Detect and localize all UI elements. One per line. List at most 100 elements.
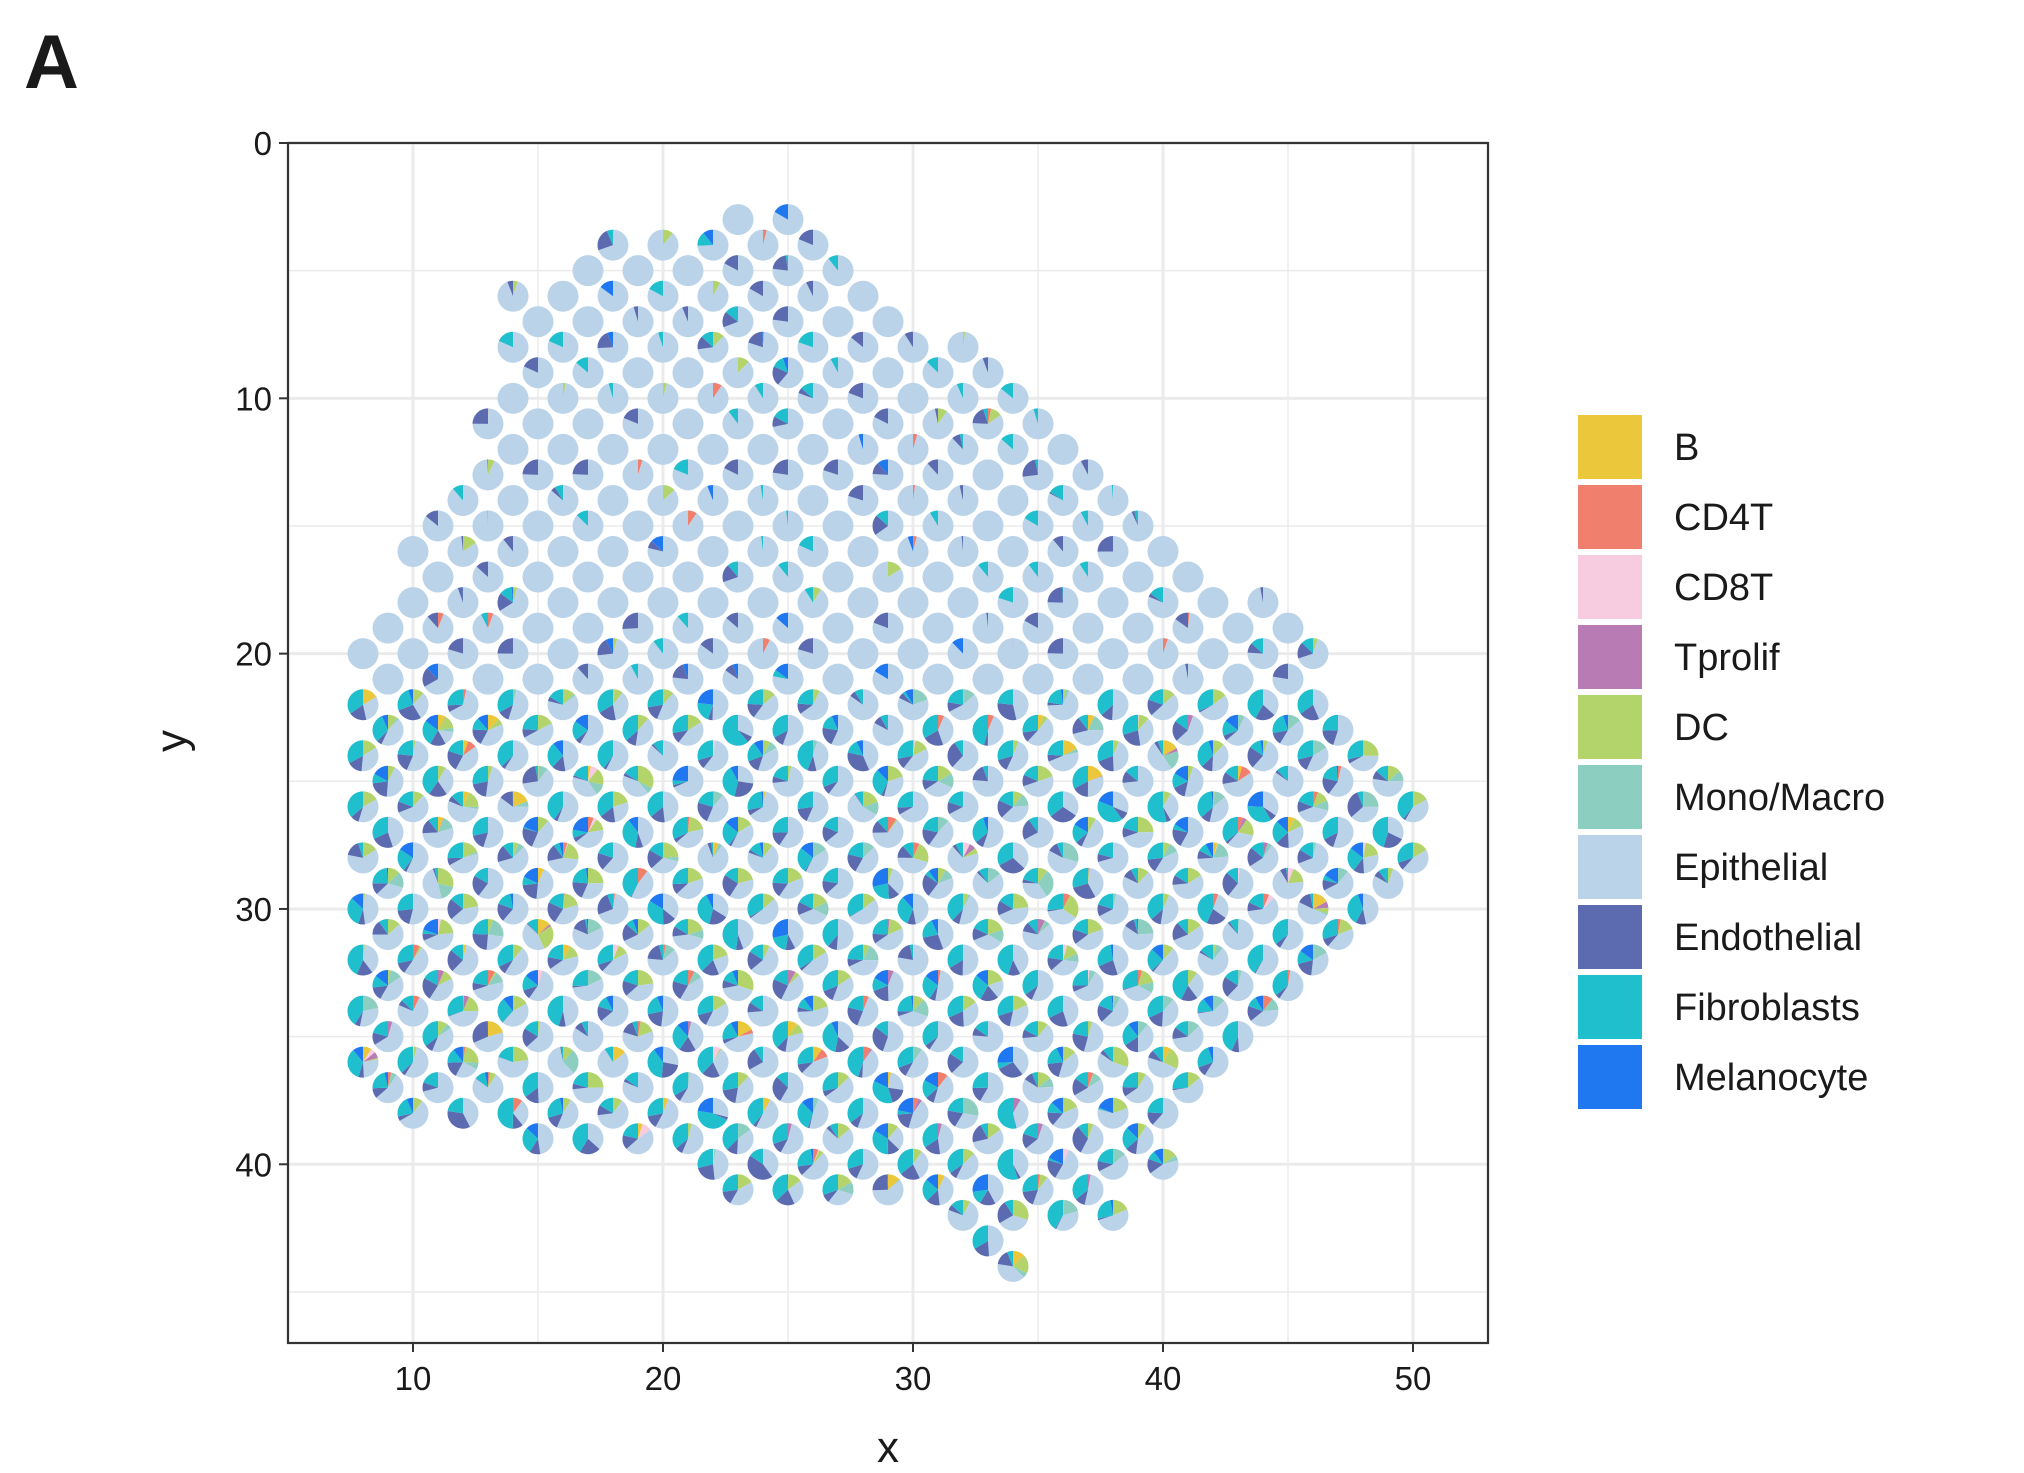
pie-slice: [972, 1189, 988, 1204]
pie-slice: [697, 843, 729, 874]
spot-pie: [447, 740, 479, 772]
pie-slice: [663, 382, 668, 399]
spot-pie: [1122, 765, 1154, 797]
pie-slice: [1088, 816, 1096, 833]
pie-slice: [647, 229, 679, 261]
pie-slice: [572, 868, 588, 884]
pie-slice: [1213, 944, 1223, 961]
spot-pie: [697, 1046, 729, 1078]
pie-slice: [1138, 1021, 1148, 1037]
spot-pie: [1022, 663, 1054, 695]
pie-slice: [388, 970, 401, 986]
pie-slice: [1247, 643, 1263, 654]
spot-pie: [997, 1148, 1029, 1180]
pie-slice: [372, 921, 388, 935]
spot-pie: [1272, 970, 1304, 1002]
pie-slice: [552, 755, 566, 772]
spot-pie: [847, 536, 879, 568]
pie-slice: [727, 561, 738, 578]
pie-slice: [1288, 868, 1304, 884]
spot-pie: [697, 433, 729, 465]
pie-slice: [1113, 1148, 1125, 1165]
spot-pie: [722, 765, 754, 797]
pie-slice: [1038, 1123, 1043, 1139]
pie-slice: [522, 1028, 538, 1048]
pie-slice: [903, 748, 929, 772]
pie-slice: [1413, 842, 1427, 858]
pie-slice: [897, 1113, 913, 1129]
pie-slice: [858, 1062, 863, 1078]
spot-pie: [897, 536, 929, 568]
pie-slice: [1147, 1158, 1163, 1174]
spot-pie: [547, 791, 579, 823]
pie-slice: [599, 704, 616, 721]
spot-pie: [722, 612, 754, 644]
pie-slice: [1031, 1072, 1038, 1088]
pie-slice: [447, 536, 479, 568]
pie-slice: [822, 1128, 854, 1155]
pie-slice: [372, 716, 388, 742]
pie-slice: [972, 714, 988, 746]
pie-slice: [463, 996, 479, 1012]
pie-slice: [1299, 893, 1313, 909]
pie-slice: [1263, 893, 1270, 909]
pie-slice: [1163, 791, 1171, 807]
pie-slice: [653, 1046, 663, 1063]
spot-pie: [747, 1046, 779, 1078]
pie-slice: [999, 857, 1025, 874]
spot-pie: [647, 587, 679, 619]
pie-slice: [447, 1049, 463, 1063]
pie-slice: [1122, 561, 1154, 593]
spot-pie: [672, 867, 704, 899]
spot-pie: [372, 970, 404, 1002]
pie-slice: [825, 816, 854, 848]
pie-slice: [497, 638, 513, 654]
pie-slice: [1047, 1112, 1063, 1125]
pie-slice: [427, 612, 438, 629]
pie-slice: [738, 765, 754, 784]
pie-slice: [722, 874, 738, 897]
spot-pie: [872, 510, 904, 542]
pie-slice: [1163, 893, 1170, 909]
pie-slice: [830, 357, 838, 373]
pie-slice: [747, 743, 763, 762]
pie-slice: [598, 842, 613, 858]
spot-pie: [797, 944, 829, 976]
pie-slice: [1149, 1011, 1163, 1027]
pie-slice: [988, 408, 1001, 424]
pie-slice: [363, 1052, 378, 1063]
spot-pie: [822, 816, 854, 848]
pie-slice: [1238, 970, 1242, 986]
pie-slice: [613, 802, 629, 823]
spot-pie: [1222, 970, 1254, 1002]
spot-pie: [622, 561, 654, 593]
pie-slice: [1150, 587, 1163, 603]
spot-pie: [1047, 944, 1079, 976]
pie-slice: [798, 536, 813, 552]
spot-pie: [772, 714, 804, 746]
pie-slice: [788, 867, 803, 884]
pie-slice: [827, 934, 838, 950]
spot-pie: [822, 1072, 854, 1104]
pie-slice: [938, 1175, 954, 1206]
pie-slice: [1272, 765, 1304, 797]
pie-slice: [523, 985, 538, 999]
pie-slice: [455, 746, 479, 772]
pie-slice: [1006, 741, 1029, 772]
pie-slice: [1152, 1097, 1179, 1129]
spot-pie: [797, 331, 829, 363]
spot-pie: [747, 331, 779, 363]
pie-slice: [463, 1062, 479, 1070]
pie-slice: [772, 1174, 788, 1201]
pie-slice: [401, 1062, 413, 1076]
pie-slice: [951, 1046, 979, 1078]
pie-slice: [780, 1072, 804, 1104]
pie-slice: [972, 414, 1004, 440]
pie-slice: [622, 1135, 638, 1150]
pie-slice: [1238, 918, 1240, 935]
pie-slice: [1403, 806, 1413, 821]
pie-slice: [897, 1148, 913, 1174]
pie-slice: [688, 867, 703, 884]
pie-slice: [1405, 799, 1429, 823]
pie-slice: [713, 944, 728, 961]
